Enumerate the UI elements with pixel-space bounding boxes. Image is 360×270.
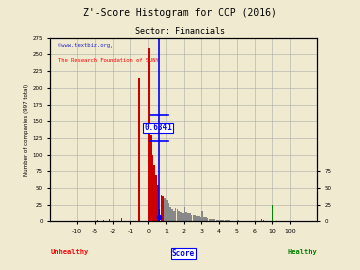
Bar [168, 203, 169, 221]
Bar [198, 216, 199, 221]
Bar [171, 209, 173, 221]
Bar [164, 198, 166, 221]
Bar [178, 211, 180, 221]
Bar [103, 220, 104, 221]
Bar [159, 209, 161, 221]
Bar [237, 220, 239, 221]
Bar [121, 218, 122, 221]
Bar [180, 212, 182, 221]
Bar [109, 220, 110, 221]
Bar [170, 207, 171, 221]
Bar [194, 215, 196, 221]
Bar [175, 208, 176, 221]
Bar [182, 213, 184, 221]
Text: ©www.textbiz.org,: ©www.textbiz.org, [58, 43, 114, 48]
Bar [161, 195, 162, 221]
Bar [187, 213, 189, 221]
Bar [162, 196, 164, 221]
Text: Healthy: Healthy [287, 249, 317, 255]
Bar [173, 211, 175, 221]
Bar [207, 218, 208, 221]
Bar [185, 212, 187, 221]
Y-axis label: Number of companies (997 total): Number of companies (997 total) [24, 83, 30, 176]
Bar [226, 220, 228, 221]
Bar [203, 217, 205, 221]
Bar [216, 220, 217, 221]
Bar [176, 209, 178, 221]
Bar [166, 200, 167, 221]
Text: Score: Score [172, 249, 195, 258]
Bar [210, 220, 212, 221]
Bar [200, 217, 201, 221]
Text: Unhealthy: Unhealthy [50, 249, 89, 255]
Bar [217, 220, 219, 221]
Bar [208, 219, 210, 221]
Bar [184, 207, 185, 221]
Text: 0.6341: 0.6341 [144, 123, 172, 132]
Text: Z'-Score Histogram for CCP (2016): Z'-Score Histogram for CCP (2016) [83, 8, 277, 18]
Bar [157, 185, 159, 221]
Bar [153, 165, 155, 221]
Bar [219, 220, 221, 221]
Bar [148, 48, 150, 221]
Bar [225, 220, 226, 221]
Bar [155, 175, 157, 221]
Bar [228, 220, 230, 221]
Text: The Research Foundation of SUNY: The Research Foundation of SUNY [58, 58, 159, 63]
Bar [193, 215, 194, 221]
Bar [191, 215, 192, 221]
Bar [150, 135, 152, 221]
Bar [223, 220, 224, 221]
Bar [212, 220, 214, 221]
Bar [202, 211, 203, 221]
Bar [205, 217, 207, 221]
Bar [138, 78, 140, 221]
Bar [263, 220, 264, 221]
Bar [214, 220, 216, 221]
Bar [221, 220, 222, 221]
Bar [152, 155, 153, 221]
Bar [196, 216, 198, 221]
Bar [189, 213, 191, 221]
Text: Sector: Financials: Sector: Financials [135, 27, 225, 36]
